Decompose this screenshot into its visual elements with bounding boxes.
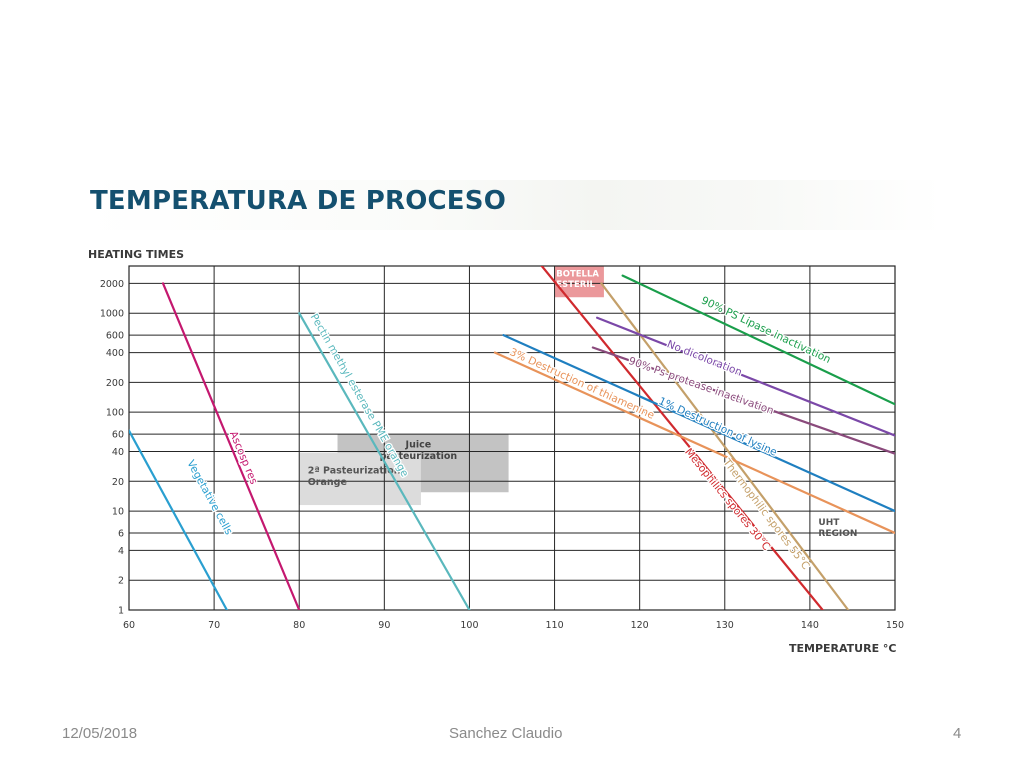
region-label-botella-esteril-line: ESTERIL xyxy=(556,280,595,290)
region-label-botella-esteril: BOTELLA ESTERIL xyxy=(556,269,599,290)
x-tick-label: 90 xyxy=(378,620,390,631)
series-line-5 xyxy=(493,351,895,535)
series-line-4 xyxy=(600,282,850,610)
y-tick-label: 1000 xyxy=(100,309,124,320)
region-label-botella-esteril-line: BOTELLA xyxy=(556,269,599,279)
series-line-8 xyxy=(596,316,895,437)
series-line-2 xyxy=(298,312,471,610)
plot-frame xyxy=(128,265,896,611)
y-tick-label: 2000 xyxy=(100,279,124,290)
region-label-juice-line: Juice xyxy=(405,439,432,450)
y-tick-label: 10 xyxy=(112,507,124,518)
y-tick-label: 60 xyxy=(112,430,124,441)
y-tick-label: 40 xyxy=(112,447,124,458)
x-tick-label: 150 xyxy=(886,620,904,631)
region-label-2a-pasteurization-line: Orange xyxy=(308,477,347,488)
region-label-juice: Juice pasteurization xyxy=(380,439,458,462)
region-label-uht-line: UHT xyxy=(818,518,840,528)
series-line-6 xyxy=(502,334,895,513)
title-band xyxy=(82,180,942,230)
chart: 60 70 80 90 100 110 120 130 140 150 1 2 4 6 10 20 40 60 10… xyxy=(100,265,904,631)
y-tick-label: 1 xyxy=(118,606,124,617)
footer-date: 12/05/2018 xyxy=(62,725,138,742)
grid xyxy=(128,265,896,611)
series-label-0: Vegetative cells xyxy=(184,458,234,537)
footer-author: Sanchez Claudio xyxy=(449,725,563,742)
series-line-0 xyxy=(129,429,228,610)
region-label-uht-line: REGION xyxy=(818,529,857,539)
y-tick-label: 6 xyxy=(118,529,124,540)
y-tick-label: 100 xyxy=(106,408,124,419)
series-line-1 xyxy=(161,282,301,610)
region-label-2a-pasteurization-line: 2ª Pasteurization xyxy=(308,465,401,476)
x-tick-label: 140 xyxy=(801,620,819,631)
x-tick-label: 60 xyxy=(123,620,135,631)
y-tick-label: 600 xyxy=(106,331,124,342)
x-tick-label: 130 xyxy=(716,620,734,631)
series-lines xyxy=(129,266,895,610)
chart-title: TEMPERATURA DE PROCESO xyxy=(90,186,506,216)
region-2a-pasteurization-orange xyxy=(299,452,421,506)
x-tick-label: 110 xyxy=(545,620,563,631)
x-axis-label: TEMPERATURE °C xyxy=(789,642,897,655)
page-number: 4 xyxy=(953,725,962,742)
y-tick-label: 400 xyxy=(106,348,124,359)
region-box xyxy=(299,452,421,506)
x-tick-label: 100 xyxy=(460,620,478,631)
series-line-9 xyxy=(621,274,895,406)
y-tick-label: 20 xyxy=(112,477,124,488)
x-tick-label: 80 xyxy=(293,620,305,631)
y-tick-label: 2 xyxy=(118,576,124,587)
y-tick-label: 4 xyxy=(118,546,124,557)
x-tick-label: 70 xyxy=(208,620,220,631)
region-label-juice-line: pasteurization xyxy=(380,451,458,462)
region-label-2a-pasteurization: 2ª Pasteurization Orange xyxy=(308,465,401,488)
series-line-7 xyxy=(591,346,895,455)
y-tick-label: 200 xyxy=(106,378,124,389)
region-label-uht: UHT REGION xyxy=(818,518,857,539)
y-axis-label: HEATING TIMES xyxy=(88,248,185,261)
series-label-9: 90% PS Lipase inactivation xyxy=(699,295,832,366)
x-tick-label: 120 xyxy=(631,620,649,631)
